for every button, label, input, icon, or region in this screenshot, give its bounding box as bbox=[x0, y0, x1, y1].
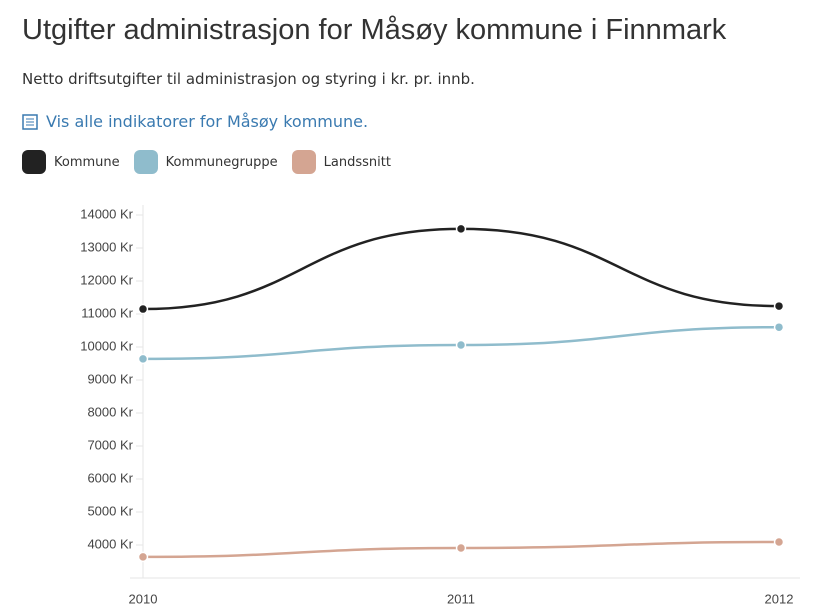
point bbox=[137, 303, 149, 315]
legend-item[interactable]: Kommune bbox=[22, 150, 120, 174]
link-text[interactable]: Vis alle indikatorer for Måsøy kommune. bbox=[46, 112, 369, 131]
title: Utgifter administrasjon for Måsøy kommun… bbox=[22, 14, 727, 46]
point bbox=[137, 353, 149, 365]
point bbox=[773, 536, 785, 548]
y-tick-label: 5000 Kr bbox=[87, 503, 133, 518]
y-tick-label: 6000 Kr bbox=[87, 470, 133, 485]
y-tick-label: 14000 Kr bbox=[80, 206, 133, 221]
y-tick-label: 10000 Kr bbox=[80, 338, 133, 353]
legend-item[interactable]: Kommunegruppe bbox=[133, 150, 278, 174]
x-tick-label: 2010 bbox=[129, 591, 158, 606]
x-tick-label: 2011 bbox=[447, 591, 475, 606]
point bbox=[773, 300, 785, 312]
y-tick-label: 9000 Kr bbox=[87, 371, 133, 386]
series-line bbox=[142, 227, 780, 311]
point bbox=[455, 542, 467, 554]
y-tick-label: 8000 Kr bbox=[87, 404, 133, 419]
y-tick-label: 13000 Kr bbox=[80, 239, 133, 254]
y-tick-label: 12000 Kr bbox=[80, 272, 133, 287]
legend-label: Landssnitt bbox=[323, 154, 391, 170]
legend-item[interactable]: Landssnitt bbox=[291, 150, 391, 174]
point bbox=[773, 321, 785, 333]
point bbox=[455, 223, 467, 235]
list-icon bbox=[22, 113, 38, 130]
point bbox=[137, 551, 149, 563]
indicator-link[interactable]: Vis alle indikatorer for Måsøy kommune. bbox=[22, 112, 368, 131]
y-tick-label: 11000 Kr bbox=[81, 305, 133, 320]
legend: Kommune Kommunegruppe Landssnitt bbox=[22, 150, 405, 174]
point bbox=[455, 339, 467, 351]
subtitle: Netto driftsutgifter til administrasjon … bbox=[22, 70, 475, 88]
legend-swatch bbox=[22, 150, 46, 174]
legend-swatch bbox=[133, 150, 158, 174]
x-tick-label: 2012 bbox=[765, 591, 794, 606]
legend-swatch bbox=[291, 150, 316, 174]
y-tick-label: 7000 Kr bbox=[87, 437, 133, 452]
legend-label: Kommunegruppe bbox=[165, 154, 278, 170]
legend-label: Kommune bbox=[54, 154, 120, 170]
y-tick-label: 4000 Kr bbox=[87, 536, 133, 551]
